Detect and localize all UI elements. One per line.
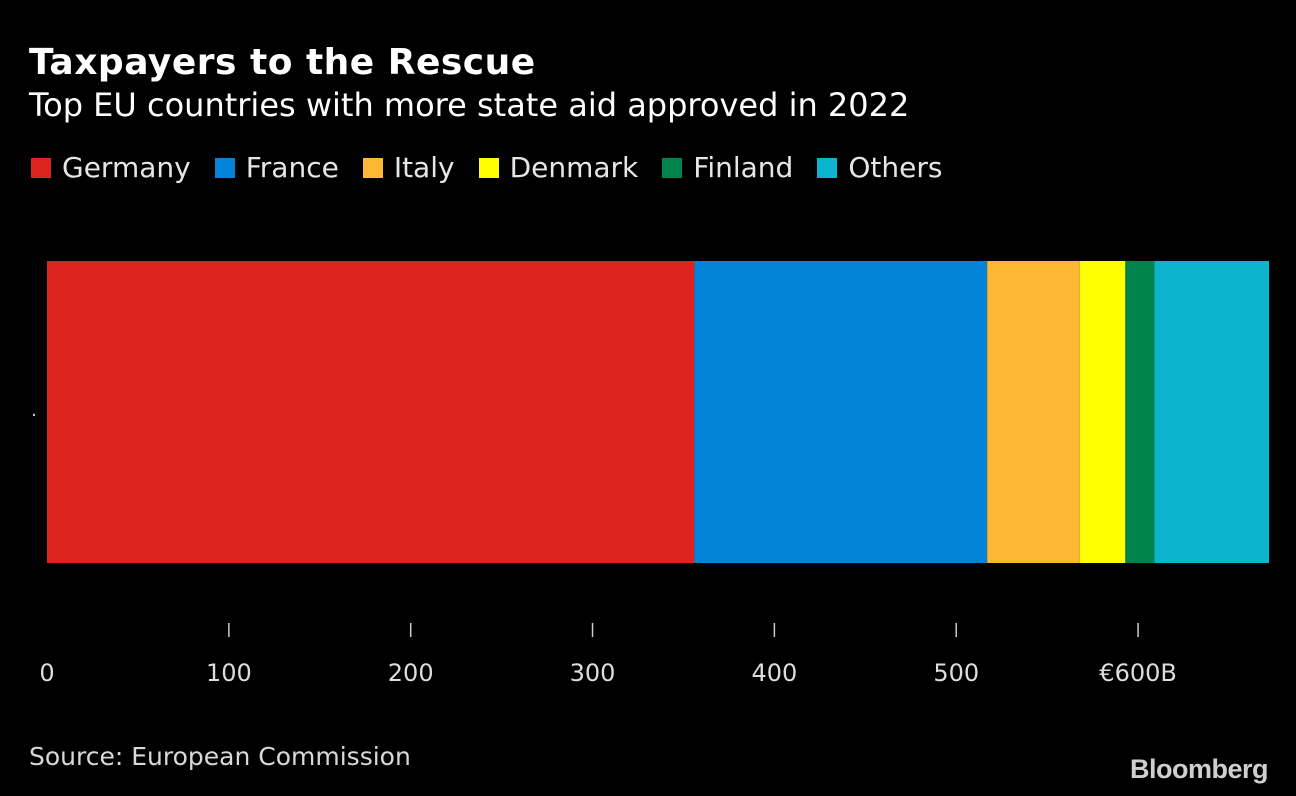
legend-label: Others: [848, 151, 943, 184]
chart-legend: Germany France Italy Denmark Finland Others: [31, 151, 966, 184]
bloomberg-logo: Bloomberg: [1129, 754, 1269, 784]
legend-item-others: Others: [817, 151, 942, 184]
x-tick-label: 300: [570, 659, 616, 687]
bar-segment-italy: [987, 261, 1080, 563]
legend-item-italy: Italy: [362, 151, 455, 184]
bar-segment-others: [1154, 261, 1269, 563]
x-tick-label: 500: [933, 659, 979, 687]
bar-segment-germany: [47, 261, 695, 563]
legend-label: France: [245, 151, 339, 184]
category-label: .: [31, 400, 37, 421]
bar-segment-france: [694, 261, 988, 563]
legend-label: Finland: [693, 151, 794, 184]
x-tick-label: 100: [206, 659, 252, 687]
legend-label: Denmark: [509, 151, 639, 184]
x-tick-label: 400: [751, 659, 797, 687]
legend-swatch: [817, 157, 838, 178]
legend-label: Italy: [393, 151, 455, 184]
chart-subtitle: Top EU countries with more state aid app…: [29, 86, 910, 124]
legend-item-germany: Germany: [31, 151, 191, 184]
legend-swatch: [478, 157, 499, 178]
x-tick-label: 0: [39, 659, 54, 687]
legend-swatch: [662, 157, 683, 178]
legend-swatch: [31, 157, 51, 178]
chart-title: Taxpayers to the Rescue: [29, 42, 536, 83]
legend-item-finland: Finland: [662, 151, 793, 184]
bar-segment-denmark: [1079, 261, 1126, 563]
legend-label: Germany: [62, 151, 191, 184]
legend-item-denmark: Denmark: [478, 151, 639, 184]
legend-item-france: France: [214, 151, 339, 184]
source-note: Source: European Commission: [29, 742, 411, 771]
legend-swatch: [214, 157, 235, 178]
x-tick-label: €600B: [1099, 659, 1177, 687]
legend-swatch: [362, 157, 383, 178]
bar-segment-finland: [1125, 261, 1155, 563]
x-tick-label: 200: [388, 659, 434, 687]
